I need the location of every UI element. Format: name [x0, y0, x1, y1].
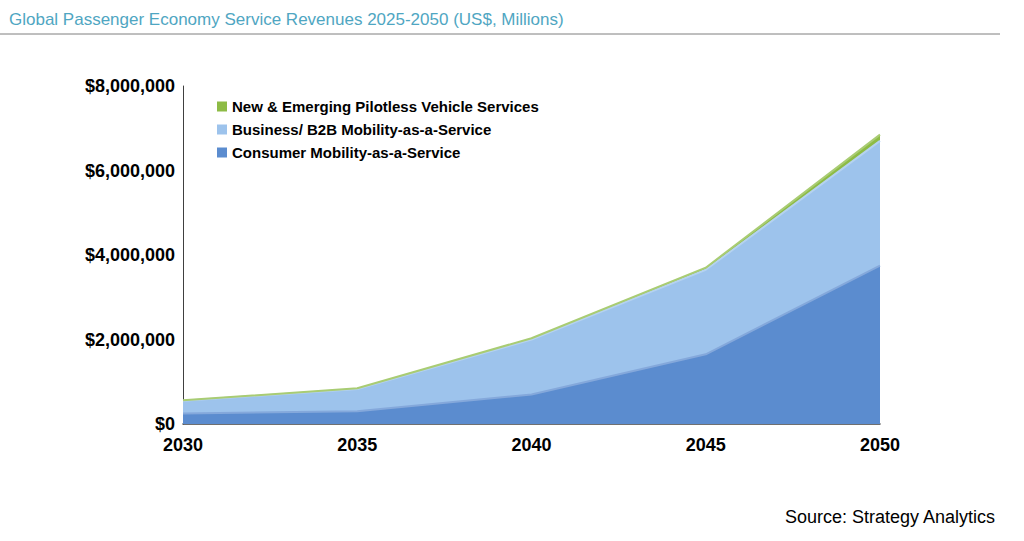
svg-text:$6,000,000: $6,000,000 — [85, 161, 175, 181]
svg-text:$4,000,000: $4,000,000 — [85, 245, 175, 265]
svg-text:$8,000,000: $8,000,000 — [85, 76, 175, 96]
svg-text:2045: 2045 — [686, 435, 726, 455]
svg-text:Consumer Mobility-as-a-Service: Consumer Mobility-as-a-Service — [232, 144, 460, 161]
svg-text:2035: 2035 — [337, 435, 377, 455]
svg-text:2030: 2030 — [163, 435, 203, 455]
svg-text:$0: $0 — [155, 414, 175, 434]
svg-text:Business/ B2B Mobility-as-a-Se: Business/ B2B Mobility-as-a-Service — [232, 121, 491, 138]
svg-text:Global Passenger Economy Servi: Global Passenger Economy Service Revenue… — [9, 10, 564, 29]
svg-text:2050: 2050 — [860, 435, 900, 455]
svg-text:New & Emerging Pilotless Vehic: New & Emerging Pilotless Vehicle Service… — [232, 98, 539, 115]
svg-text:$2,000,000: $2,000,000 — [85, 330, 175, 350]
svg-text:Source: Strategy Analytics: Source: Strategy Analytics — [785, 507, 995, 527]
svg-text:2040: 2040 — [511, 435, 551, 455]
